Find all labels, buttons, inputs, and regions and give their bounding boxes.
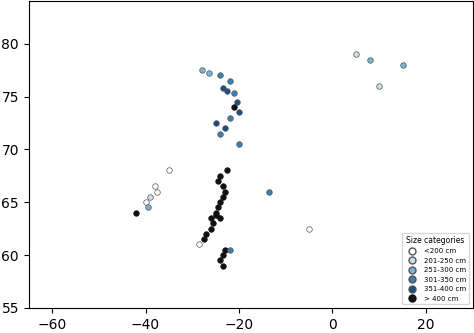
Legend: <200 cm, 201-250 cm, 251-300 cm, 301-350 cm, 351-400 cm, > 400 cm: <200 cm, 201-250 cm, 251-300 cm, 301-350…	[402, 233, 469, 304]
